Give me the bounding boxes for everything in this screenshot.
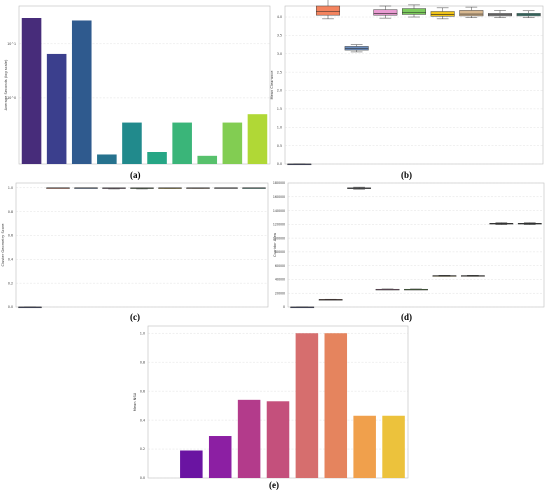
chart-a: 10^1 10^0 Average Seconds (log scale) (a): [0, 0, 275, 182]
box: [459, 10, 484, 17]
bar: [324, 333, 348, 478]
y-tick-label: 10^1: [7, 42, 16, 46]
y-axis-label: Average Seconds (log scale): [4, 59, 8, 110]
y-tick-label: 0.0: [277, 162, 282, 166]
bar: [180, 450, 203, 478]
y-tick-label: 40000: [275, 278, 285, 282]
y-tick-label: 0.6: [140, 389, 145, 393]
y-axis-label: Mean NSU: [133, 392, 137, 411]
y-tick-label: 60000: [275, 264, 285, 268]
y-tick-label: 0.2: [8, 281, 13, 285]
box: [373, 9, 398, 16]
plot-frame: [287, 182, 545, 308]
y-tick-label: 20000: [275, 291, 285, 295]
y-tick-label: 3.0: [277, 52, 282, 56]
chart-d-svg: 0 20000 40000 60000 80000 100000 120000 140000 1…: [273, 181, 545, 309]
y-tick-label: 2.5: [277, 70, 282, 74]
y-tick-label: 0.4: [8, 258, 13, 262]
caption-d: (d): [401, 312, 412, 322]
bar: [247, 114, 268, 164]
bar: [172, 122, 192, 164]
bar: [46, 53, 67, 164]
y-axis-label: Cluster Geometry Score: [1, 223, 5, 267]
bar: [147, 151, 167, 164]
chart-c-svg: 0.0 0.2 0.4 0.6 0.8 1.0 Cluster Geometry Score: [1, 182, 269, 309]
bar: [353, 415, 376, 478]
y-tick-label: 140000: [273, 209, 285, 213]
y-tick-label: 180000: [273, 181, 285, 185]
y-tick-label: 1.0: [277, 125, 282, 129]
bar: [122, 122, 142, 164]
y-tick-label: 3.5: [277, 34, 282, 38]
chart-b-svg: 0.0 0.5 1.0 1.5 2.0 2.5 3.0 3.5 4.0 Mean Clearanc…: [270, 0, 544, 166]
y-tick-label: 1.5: [277, 107, 282, 111]
y-tick-label: 0.8: [8, 210, 13, 214]
chart-e: 0.0 0.2 0.4 0.6 0.8 1.0 Mean NSU (e): [133, 320, 415, 495]
box: [430, 11, 455, 17]
bar: [71, 20, 92, 165]
y-tick-label: 0.4: [140, 418, 145, 422]
y-tick-label: 80000: [275, 250, 285, 254]
y-tick-label: 2.0: [277, 89, 282, 93]
y-tick-label: 0.5: [277, 144, 282, 148]
caption-c: (c): [130, 312, 140, 322]
bar: [382, 415, 405, 478]
bar: [197, 155, 218, 164]
y-tick-label: 0.6: [8, 234, 13, 238]
chart-e-svg: 0.0 0.2 0.4 0.6 0.8 1.0 Mean NSU: [133, 325, 409, 480]
bar: [97, 154, 117, 164]
y-tick-label: 100000: [273, 236, 285, 240]
y-tick-label: 1.0: [140, 331, 145, 335]
bar: [208, 436, 232, 478]
bar: [222, 122, 243, 164]
y-tick-label: 0.2: [140, 447, 145, 451]
bar: [295, 333, 319, 478]
y-tick-label: 160000: [273, 195, 285, 199]
caption-e: (e): [269, 480, 279, 490]
plot-frame: [284, 5, 544, 165]
plot-frame: [15, 182, 269, 308]
y-tick-label: 120000: [273, 223, 285, 227]
y-tick-label: 0: [283, 305, 285, 309]
y-axis-label: Mean Clearance: [270, 70, 274, 100]
chart-c: 0.0 0.2 0.4 0.6 0.8 1.0 Cluster Geometry Score…: [0, 178, 275, 324]
y-axis-label: Corridor Area: [273, 233, 277, 257]
box: [401, 8, 427, 15]
y-tick-label: 0.0: [140, 476, 145, 480]
chart-b: 0.0 0.5 1.0 1.5 2.0 2.5 3.0 3.5 4.0 Mean Clearanc…: [270, 0, 550, 182]
bar: [266, 401, 290, 478]
box: [315, 5, 341, 16]
y-tick-label: 1.0: [8, 186, 13, 190]
caption-b: (b): [401, 170, 412, 180]
y-tick-label: 10^0: [7, 96, 16, 100]
caption-a: (a): [130, 170, 141, 180]
y-tick-label: 0.0: [8, 305, 13, 309]
bar: [237, 399, 261, 478]
bar: [21, 18, 42, 165]
chart-d: 0 20000 40000 60000 80000 100000 120000 140000 1…: [273, 178, 550, 324]
y-tick-label: 0.8: [140, 360, 145, 364]
y-tick-label: 4.0: [277, 15, 282, 19]
